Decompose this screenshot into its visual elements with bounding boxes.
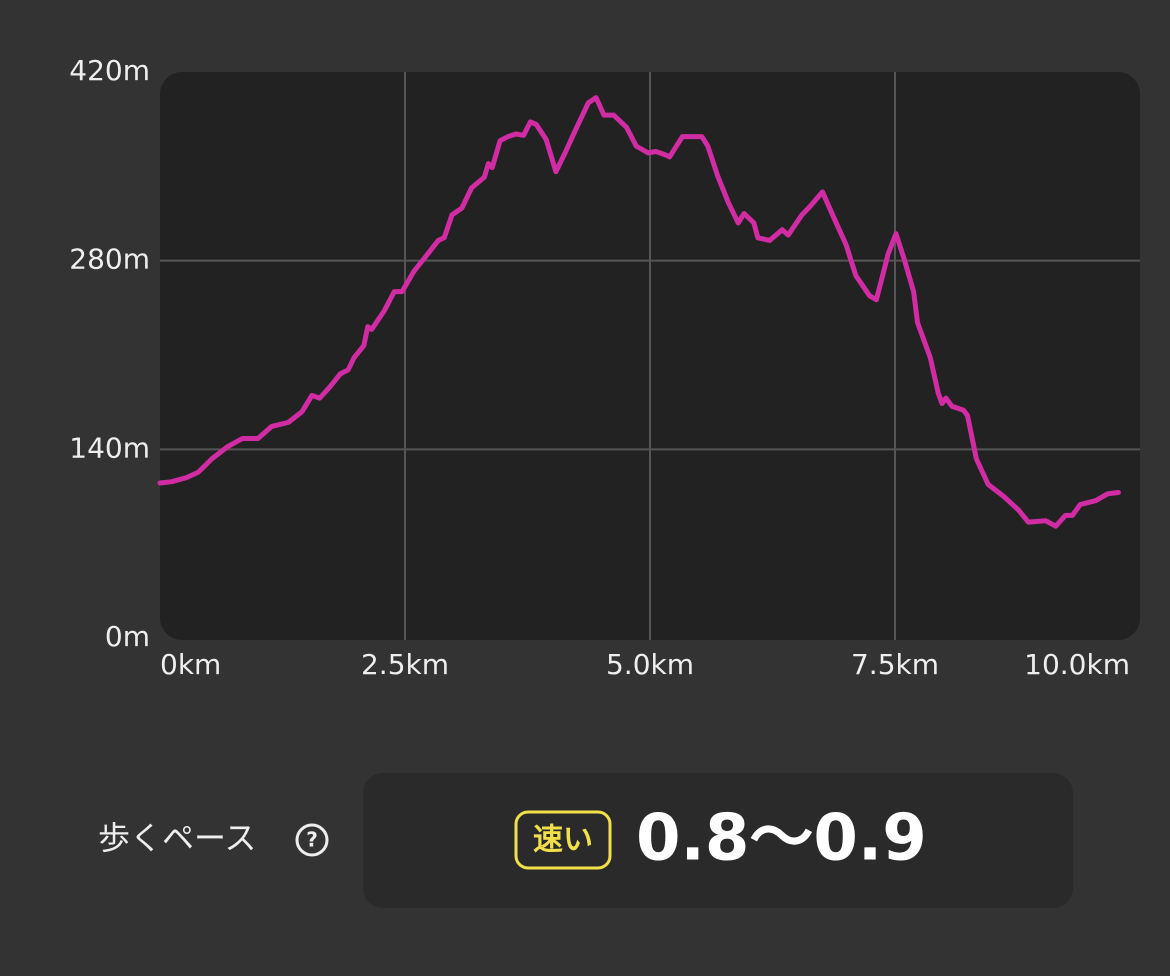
x-tick-label: 2.5km — [361, 648, 449, 681]
x-tick-label: 7.5km — [851, 648, 939, 681]
y-tick-label: 420m — [69, 54, 150, 87]
x-tick-label: 0km — [160, 648, 221, 681]
help-mark[interactable]: ? — [306, 828, 318, 852]
y-tick-label: 0m — [105, 620, 150, 653]
pace-badge — [514, 810, 612, 870]
x-tick-label: 5.0km — [606, 648, 694, 681]
pace-box — [363, 773, 1073, 908]
y-tick-label: 280m — [69, 243, 150, 276]
pace-badge-text: 速い — [533, 823, 593, 858]
elevation-line — [157, 95, 1121, 529]
y-tick-label: 140m — [69, 431, 150, 464]
pace-label: 歩くペース — [98, 819, 256, 857]
help-circle[interactable] — [295, 823, 329, 857]
help-icon[interactable]: ? — [295, 823, 329, 857]
pace-value: 0.8～0.9 — [636, 802, 927, 876]
x-tick-label: 10.0km — [1024, 648, 1130, 681]
